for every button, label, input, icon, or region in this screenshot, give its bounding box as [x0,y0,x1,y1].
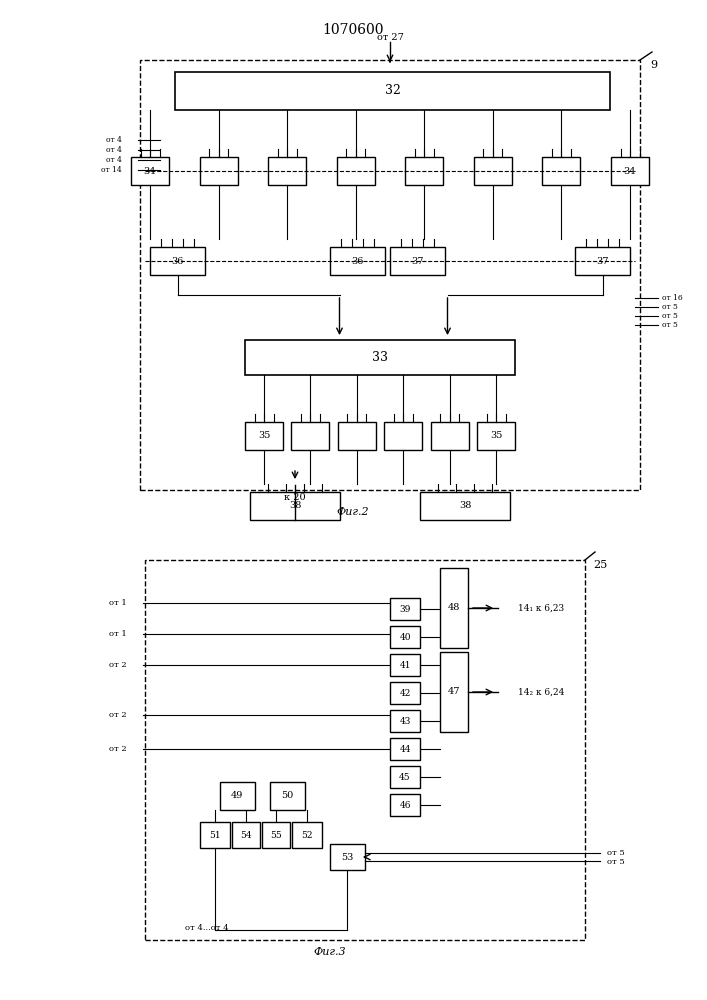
Text: 49: 49 [230,792,243,800]
Text: от 27: от 27 [377,33,404,42]
Text: 34: 34 [624,166,636,176]
Text: от 16: от 16 [662,294,683,302]
Text: 41: 41 [399,660,411,670]
Text: 51: 51 [209,830,221,840]
FancyBboxPatch shape [262,822,290,848]
Text: от 4: от 4 [106,146,122,154]
Text: от 5: от 5 [662,321,678,329]
Text: 32: 32 [385,85,400,98]
FancyBboxPatch shape [440,652,468,732]
Text: 42: 42 [399,688,411,698]
Text: 33: 33 [372,351,388,364]
FancyBboxPatch shape [474,157,512,185]
FancyBboxPatch shape [292,822,322,848]
FancyBboxPatch shape [245,422,283,450]
Text: Фиг.2: Фиг.2 [337,507,369,517]
FancyBboxPatch shape [384,422,422,450]
Text: 14₂ к 6,24: 14₂ к 6,24 [518,688,564,696]
Text: 47: 47 [448,688,460,696]
FancyBboxPatch shape [220,782,255,810]
Text: 43: 43 [399,716,411,726]
FancyBboxPatch shape [611,157,649,185]
Text: 14₁ к 6,23: 14₁ к 6,23 [518,603,564,612]
Text: от 5: от 5 [662,312,678,320]
FancyBboxPatch shape [330,247,385,275]
Text: от 14: от 14 [101,166,122,174]
Text: 1070600: 1070600 [322,23,384,37]
FancyBboxPatch shape [337,157,375,185]
Text: от 5: от 5 [607,849,625,857]
FancyBboxPatch shape [175,72,610,110]
FancyBboxPatch shape [199,157,238,185]
FancyBboxPatch shape [431,422,469,450]
FancyBboxPatch shape [291,422,329,450]
Text: 48: 48 [448,603,460,612]
FancyBboxPatch shape [477,422,515,450]
FancyBboxPatch shape [542,157,580,185]
Text: 35: 35 [490,432,502,440]
Text: от 5: от 5 [607,858,625,866]
Text: к 20: к 20 [284,493,306,502]
FancyBboxPatch shape [390,598,420,620]
Text: 34: 34 [144,166,156,176]
Text: 36: 36 [351,256,363,265]
FancyBboxPatch shape [232,822,260,848]
FancyBboxPatch shape [150,247,205,275]
Text: 53: 53 [341,852,354,861]
FancyBboxPatch shape [420,492,510,520]
Text: от 4: от 4 [106,156,122,164]
FancyBboxPatch shape [270,782,305,810]
FancyBboxPatch shape [330,844,365,870]
FancyBboxPatch shape [390,738,420,760]
FancyBboxPatch shape [390,766,420,788]
FancyBboxPatch shape [250,492,340,520]
Text: 38: 38 [459,502,471,510]
Text: от 1: от 1 [110,599,127,607]
Text: Фиг.3: Фиг.3 [314,947,346,957]
Text: 9: 9 [650,60,657,70]
Text: от 5: от 5 [662,303,678,311]
FancyBboxPatch shape [390,654,420,676]
Text: 44: 44 [399,744,411,754]
Text: 35: 35 [258,432,270,440]
FancyBboxPatch shape [338,422,376,450]
FancyBboxPatch shape [390,710,420,732]
FancyBboxPatch shape [200,822,230,848]
Text: 55: 55 [270,830,282,840]
FancyBboxPatch shape [245,340,515,375]
Text: от 4...от 4: от 4...от 4 [185,924,228,932]
Text: 37: 37 [411,256,423,265]
FancyBboxPatch shape [575,247,630,275]
FancyBboxPatch shape [440,568,468,648]
Text: 39: 39 [399,604,411,613]
FancyBboxPatch shape [390,794,420,816]
Text: от 2: от 2 [110,745,127,753]
Text: 45: 45 [399,772,411,782]
FancyBboxPatch shape [131,157,169,185]
Text: от 2: от 2 [110,661,127,669]
FancyBboxPatch shape [405,157,443,185]
Text: от 2: от 2 [110,711,127,719]
Text: 38: 38 [289,502,301,510]
FancyBboxPatch shape [268,157,306,185]
FancyBboxPatch shape [390,247,445,275]
Text: от 1: от 1 [110,630,127,638]
Text: 37: 37 [596,256,609,265]
Text: 52: 52 [301,830,312,840]
Text: 50: 50 [281,792,293,800]
FancyBboxPatch shape [390,682,420,704]
Text: 46: 46 [399,800,411,810]
Text: 36: 36 [171,256,184,265]
FancyBboxPatch shape [390,626,420,648]
Text: 25: 25 [593,560,607,570]
Text: от 4: от 4 [106,136,122,144]
Text: 40: 40 [399,633,411,642]
Text: 54: 54 [240,830,252,840]
